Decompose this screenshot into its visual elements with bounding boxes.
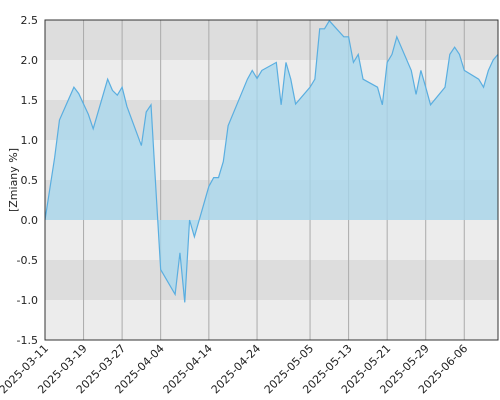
x-tick-label: 2025-04-24: [209, 342, 263, 396]
series-area-fill: [45, 20, 498, 303]
background-band: [45, 260, 498, 300]
plot-frame: [44, 19, 499, 341]
x-tick-label: 2025-04-14: [161, 342, 215, 396]
background-band: [45, 300, 498, 340]
y-tick-label: 1.5: [21, 94, 39, 107]
background-band: [45, 20, 498, 60]
y-axis-title: [Zmiany %]: [7, 148, 20, 212]
y-tick-label: 1.0: [21, 134, 39, 147]
y-tick-label: 0.5: [21, 174, 39, 187]
y-tick-label: -1.0: [17, 294, 38, 307]
y-tick-label: 2.5: [21, 14, 39, 27]
x-axis-tick-labels: 2025-03-112025-03-192025-03-272025-04-04…: [0, 342, 470, 396]
y-tick-label: 2.0: [21, 54, 39, 67]
area-layer: [44, 19, 499, 303]
y-tick-label: -0.5: [17, 254, 38, 267]
background-band: [45, 220, 498, 260]
y-tick-label: -1.5: [17, 334, 38, 347]
y-axis-tick-labels: 2.5 2.0 1.5 1.0 0.5 0.0 -0.5 -1.0 -1.5: [17, 14, 38, 347]
series-line: [44, 19, 499, 303]
y-tick-label: 0.0: [21, 214, 39, 227]
